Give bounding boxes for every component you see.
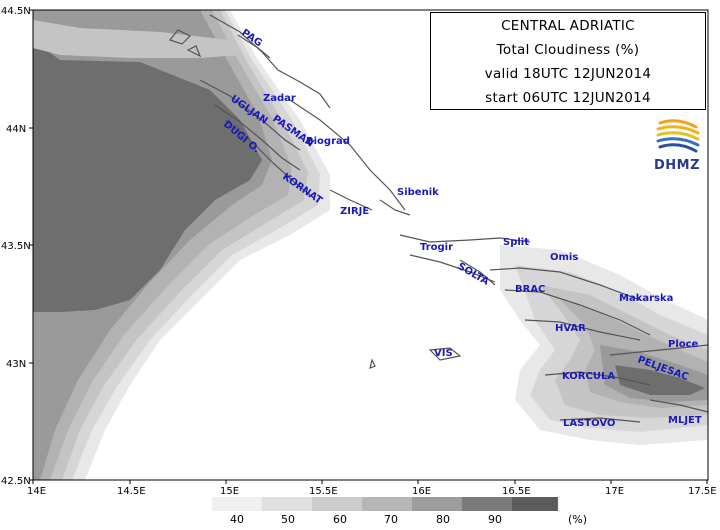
legend-swatch-1 <box>262 497 312 511</box>
lat-tick-label: 44N <box>6 124 26 135</box>
dhmz-logo-icon <box>656 119 700 153</box>
lat-tick-label: 42.5N <box>1 476 31 487</box>
label-sibenik: Sibenik <box>397 187 439 198</box>
legend-swatch-3 <box>362 497 412 511</box>
label-vis: VIS <box>434 348 453 359</box>
label-zirje: ZIRJE <box>340 206 369 217</box>
lon-tick-label: 15E <box>220 486 239 497</box>
legend-label: 70 <box>384 513 398 526</box>
legend-label: 60 <box>333 513 347 526</box>
legend-label: 50 <box>281 513 295 526</box>
lon-tick-label: 15.5E <box>309 486 338 497</box>
lat-axis: 44.5N 44N 43.5N 43N 42.5N <box>1 6 33 487</box>
legend-swatch-5 <box>462 497 512 511</box>
lat-tick-label: 43.5N <box>1 241 31 252</box>
logo-text: DHMZ <box>654 158 701 173</box>
title-variable: Total Cloudiness (%) <box>496 42 640 58</box>
title-valid: valid 18UTC 12JUN2014 <box>484 66 652 82</box>
cloud-contour-east-90 <box>615 365 705 395</box>
legend-swatch-6 <box>512 497 558 511</box>
cloud-contour-90 <box>33 40 262 312</box>
label-korcula: KORCULA <box>562 371 615 382</box>
lat-tick-label: 44.5N <box>1 6 31 17</box>
legend-label: 90 <box>488 513 502 526</box>
lon-tick-label: 14E <box>27 486 46 497</box>
legend-swatch-4 <box>412 497 462 511</box>
cloud-wisp-north <box>33 20 240 58</box>
legend-swatch-2 <box>312 497 362 511</box>
legend-unit: (%) <box>568 513 587 526</box>
lon-tick-label: 17.5E <box>688 486 717 497</box>
legend-label: 40 <box>230 513 244 526</box>
title-start: start 06UTC 12JUN2014 <box>485 90 651 106</box>
title-region: CENTRAL ADRIATIC <box>501 18 635 34</box>
label-brac: BRAC <box>515 284 545 295</box>
label-zadar: Zadar <box>263 93 296 104</box>
label-makarska: Makarska <box>619 293 673 304</box>
label-lastovo: LASTOVO <box>563 418 615 429</box>
label-biograd: Biograd <box>306 136 350 147</box>
legend-label: 80 <box>436 513 450 526</box>
legend: 40 50 60 70 80 90 (%) <box>212 497 587 526</box>
label-mljet: MLJET <box>668 415 702 426</box>
label-ploce: Ploce <box>668 339 699 350</box>
label-omis: Omis <box>550 252 578 263</box>
label-trogir: Trogir <box>420 242 453 253</box>
lon-tick-label: 17E <box>605 486 624 497</box>
lon-axis: 14E 14.5E 15E 15.5E 16E 16.5E 17E 17.5E <box>27 480 717 497</box>
cloud-field <box>33 10 708 480</box>
coastline <box>168 14 708 423</box>
lat-tick-label: 43N <box>6 359 26 370</box>
legend-swatch-0 <box>212 497 262 511</box>
lon-tick-label: 16E <box>412 486 431 497</box>
lon-tick-label: 16.5E <box>502 486 531 497</box>
label-split: Split <box>503 237 529 248</box>
lon-tick-label: 14.5E <box>117 486 146 497</box>
title-box: CENTRAL ADRIATIC Total Cloudiness (%) va… <box>430 12 706 110</box>
label-hvar: HVAR <box>555 323 586 334</box>
